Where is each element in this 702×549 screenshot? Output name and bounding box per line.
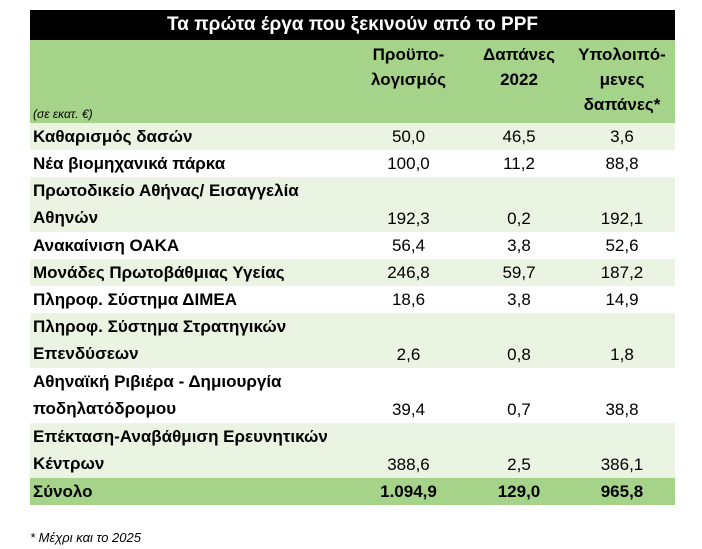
column-header-expenses-2022: Δαπάνες 2022 xyxy=(469,42,569,92)
row-remaining: 1,8 xyxy=(610,345,634,364)
row-expenses: 3,8 xyxy=(507,236,531,255)
row-name: Πρωτοδικείο Αθήνας/ Εισαγγελία Αθηνών xyxy=(33,181,299,227)
row-budget: 100,0 xyxy=(387,154,430,173)
table-row: Καθαρισμός δασών 50,0 46,5 3,6 xyxy=(30,123,675,150)
row-name: Μονάδες Πρωτοβάθμιας Υγείας xyxy=(33,263,285,282)
row-remaining: 386,1 xyxy=(600,455,644,474)
total-remaining: 965,8 xyxy=(600,482,644,501)
row-expenses: 59,7 xyxy=(502,263,536,282)
row-budget: 388,6 xyxy=(387,455,430,474)
table-header: (σε εκατ. €) Προϋπο- λογισμός Δαπάνες 20… xyxy=(30,40,675,123)
row-name: Καθαρισμός δασών xyxy=(33,127,193,146)
table-row: Μονάδες Πρωτοβάθμιας Υγείας 246,8 59,7 1… xyxy=(30,259,675,286)
row-name: Νέα βιομηχανικά πάρκα xyxy=(33,154,226,173)
table-row: Πληροφ. Σύστημα ΔΙΜΕΑ 18,6 3,8 14,9 xyxy=(30,286,675,313)
column-header-remaining-label: Υπολοιπό- μενες δαπάνες* xyxy=(578,45,666,114)
projects-table: Τα πρώτα έργα που ξεκινούν από το PPF (σ… xyxy=(30,10,675,505)
table-row: Επέκταση-Αναβάθμιση Ερευνητικών Κέντρων … xyxy=(30,423,675,478)
row-name: Πληροφ. Σύστημα ΔΙΜΕΑ xyxy=(33,290,237,309)
row-budget: 246,8 xyxy=(387,263,430,282)
column-header-expenses-label: Δαπάνες 2022 xyxy=(482,45,556,89)
table-row: Αθηναϊκή Ριβιέρα - Δημιουργία ποδηλατόδρ… xyxy=(30,368,675,423)
row-budget: 192,3 xyxy=(387,209,430,228)
row-remaining: 38,8 xyxy=(605,400,639,419)
row-budget: 18,6 xyxy=(391,290,426,309)
row-expenses: 0,8 xyxy=(507,345,531,364)
total-label: Σύνολο xyxy=(33,482,93,501)
row-expenses: 46,5 xyxy=(502,127,536,146)
row-name: Αθηναϊκή Ριβιέρα - Δημιουργία ποδηλατόδρ… xyxy=(33,372,282,418)
unit-note: (σε εκατ. €) xyxy=(33,107,93,121)
total-expenses: 129,0 xyxy=(497,482,541,501)
row-expenses: 0,2 xyxy=(507,209,531,228)
row-remaining: 3,6 xyxy=(610,127,634,146)
row-budget: 50,0 xyxy=(391,127,426,146)
row-remaining: 52,6 xyxy=(605,236,639,255)
row-expenses: 0,7 xyxy=(507,400,531,419)
table-row: Ανακαίνιση ΟΑΚΑ 56,4 3,8 52,6 xyxy=(30,232,675,259)
row-name: Πληροφ. Σύστημα Στρατηγικών Επενδύσεων xyxy=(33,317,287,363)
column-header-budget-label: Προϋπο- λογισμός xyxy=(370,45,447,89)
row-remaining: 187,2 xyxy=(600,263,644,282)
row-name: Επέκταση-Αναβάθμιση Ερευνητικών Κέντρων xyxy=(33,427,328,473)
row-remaining: 14,9 xyxy=(605,290,639,309)
column-header-budget: Προϋπο- λογισμός xyxy=(348,42,469,92)
table-title: Τα πρώτα έργα που ξεκινούν από το PPF xyxy=(30,10,675,40)
table-row: Νέα βιομηχανικά πάρκα 100,0 11,2 88,8 xyxy=(30,150,675,177)
row-remaining: 192,1 xyxy=(600,209,644,228)
table-total-row: Σύνολο 1.094,9 129,0 965,8 xyxy=(30,478,675,505)
table-row: Πρωτοδικείο Αθήνας/ Εισαγγελία Αθηνών 19… xyxy=(30,177,675,232)
row-expenses: 11,2 xyxy=(503,154,535,173)
table-row: Πληροφ. Σύστημα Στρατηγικών Επενδύσεων 2… xyxy=(30,313,675,368)
row-remaining: 88,8 xyxy=(605,154,639,173)
total-budget: 1.094,9 xyxy=(380,482,437,501)
row-expenses: 2,5 xyxy=(507,455,531,474)
column-header-remaining: Υπολοιπό- μενες δαπάνες* xyxy=(569,42,675,117)
row-budget: 56,4 xyxy=(391,236,426,255)
row-name: Ανακαίνιση ΟΑΚΑ xyxy=(33,236,180,255)
footnote: * Μέχρι και το 2025 xyxy=(30,530,141,545)
row-budget: 39,4 xyxy=(391,400,426,419)
row-expenses: 3,8 xyxy=(507,290,531,309)
row-budget: 2,6 xyxy=(396,345,421,364)
